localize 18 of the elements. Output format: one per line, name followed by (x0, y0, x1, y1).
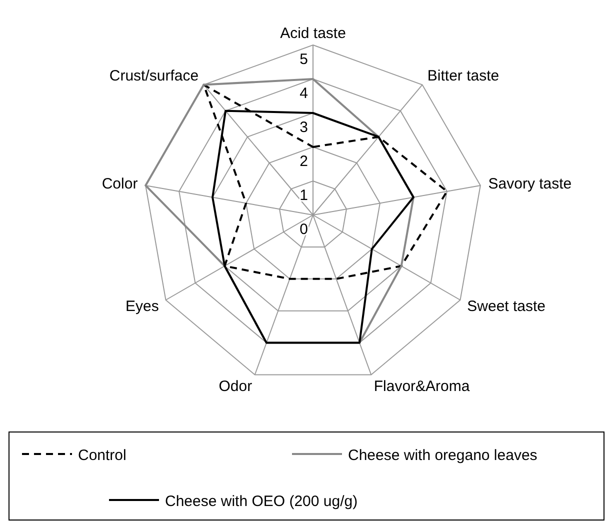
legend-label: Control (78, 447, 126, 464)
y-tick-label: 2 (300, 153, 308, 170)
spoke-label: Odor (218, 378, 252, 396)
legend-label: Cheese with oregano leaves (348, 447, 538, 464)
y-tick-label: 1 (300, 187, 308, 204)
legend-label: Cheese with OEO (200 ug/g) (165, 493, 358, 510)
y-tick-label: 5 (300, 51, 308, 68)
spoke-label: Savory taste (488, 175, 572, 192)
spoke-label: Crust/surface (109, 68, 199, 85)
spoke-label: Sweet taste (467, 298, 546, 315)
y-tick-label: 4 (300, 85, 308, 102)
spoke-label: Flavor&Aroma (374, 378, 470, 396)
spoke-label: Eyes (125, 298, 159, 315)
spoke-label: Color (102, 175, 138, 192)
spoke-label: Bitter taste (427, 68, 500, 85)
y-tick-label: 3 (300, 119, 308, 136)
y-tick-label: 0 (300, 221, 308, 238)
spoke-label: Acid taste (280, 25, 346, 42)
